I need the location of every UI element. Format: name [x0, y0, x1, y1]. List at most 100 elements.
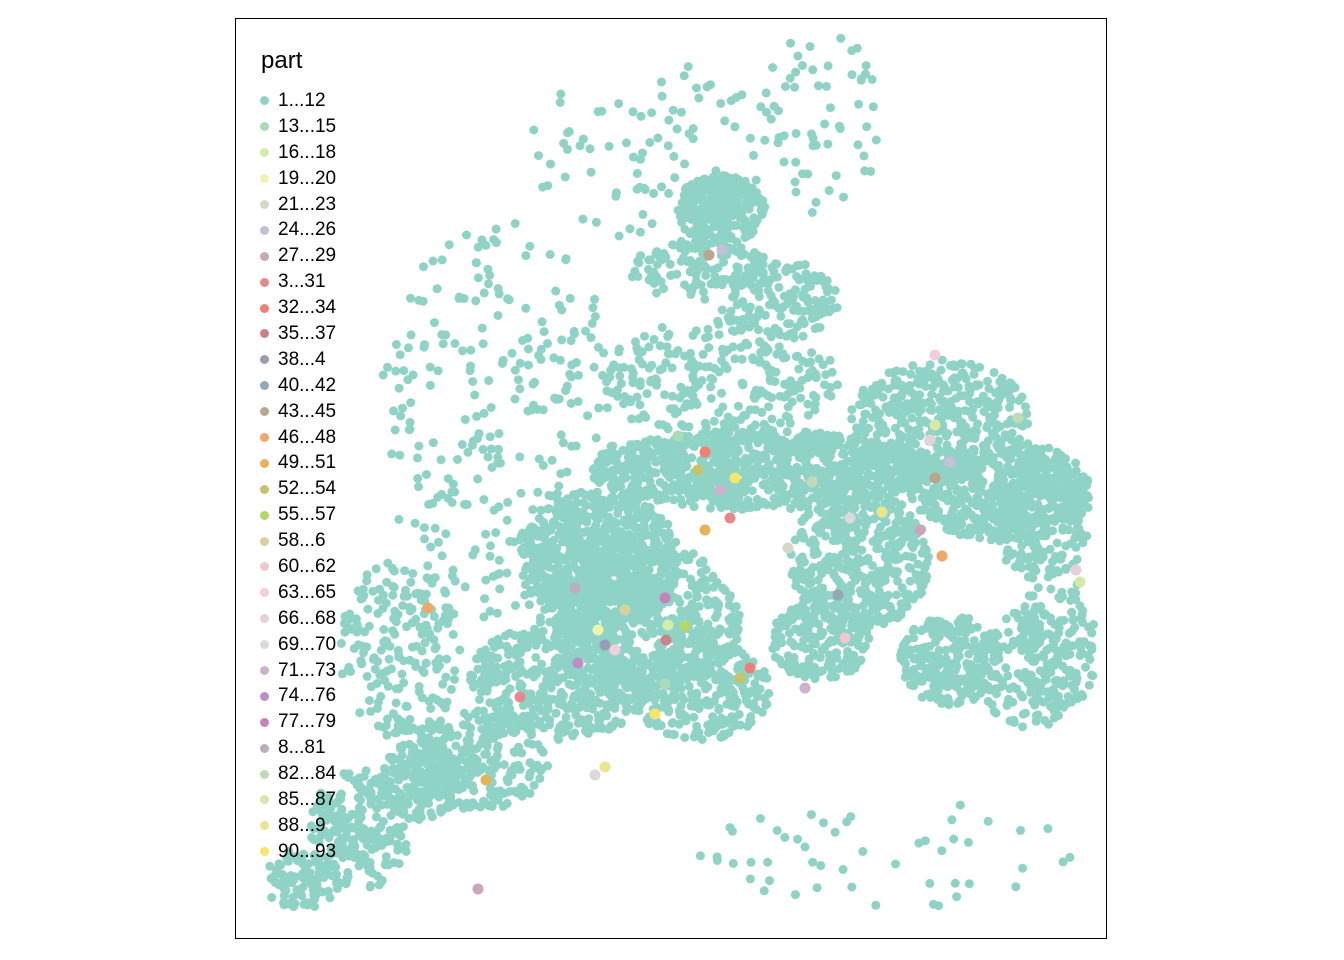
map-point: [866, 399, 876, 408]
map-point: [485, 678, 495, 688]
map-point: [516, 644, 526, 654]
map-point: [977, 525, 986, 535]
map-panel: [235, 18, 1107, 939]
map-point: [916, 581, 926, 591]
map-point: [775, 655, 785, 665]
map-point: [701, 270, 711, 280]
map-point: [811, 639, 820, 649]
map-point: [904, 424, 914, 434]
map-point: [631, 613, 641, 623]
map-point: [675, 243, 685, 253]
map-point: [901, 665, 911, 675]
map-point: [898, 432, 908, 442]
map-point: [845, 499, 855, 509]
map-point: [698, 557, 708, 567]
map-point: [864, 423, 874, 433]
map-point: [587, 652, 597, 662]
map-point: [489, 668, 499, 678]
map-point: [889, 445, 899, 455]
map-point: [553, 653, 563, 663]
map-point: [934, 632, 944, 642]
map-point: [980, 498, 989, 508]
map-point: [836, 462, 846, 472]
map-point: [718, 171, 728, 181]
map-point: [893, 506, 903, 516]
map-point: [879, 619, 889, 629]
map-point: [810, 674, 820, 684]
map-point: [650, 573, 659, 583]
map-point: [620, 587, 630, 597]
map-point: [545, 617, 555, 627]
map-point: [961, 491, 971, 501]
map-point: [729, 292, 739, 302]
map-point: [616, 620, 626, 630]
map-point: [475, 695, 484, 705]
map-point: [841, 538, 851, 548]
map-point: [943, 386, 953, 396]
map-point: [768, 295, 778, 305]
map-point: [731, 628, 741, 638]
map-point: [1013, 442, 1023, 451]
map-point: [1007, 380, 1017, 390]
map-point: [662, 557, 672, 567]
map-point: [968, 643, 978, 652]
map-point: [534, 588, 544, 598]
map-point: [600, 708, 610, 717]
map-point: [824, 650, 834, 660]
map-point: [803, 297, 813, 307]
map-point: [797, 447, 807, 456]
map-point: [936, 365, 946, 375]
map-point: [701, 486, 711, 496]
map-point: [752, 494, 762, 504]
map-point: [810, 324, 820, 334]
map-point: [551, 708, 561, 718]
map-point: [791, 479, 801, 489]
map-point: [680, 224, 690, 234]
map-point: [792, 272, 802, 281]
map-point: [501, 669, 511, 679]
map-point: [646, 594, 655, 604]
map-point: [628, 538, 638, 547]
map-point: [941, 399, 951, 409]
map-point: [894, 398, 904, 408]
map-point: [753, 250, 763, 260]
map-point: [672, 557, 682, 567]
map-point: [803, 276, 812, 286]
map-point: [939, 670, 949, 679]
map-point: [516, 636, 526, 646]
map-point: [823, 661, 833, 671]
map-point: [911, 439, 920, 449]
map-point: [829, 618, 839, 628]
map-point: [961, 504, 971, 514]
map-point: [814, 505, 824, 515]
map-point: [651, 547, 661, 557]
map-point: [906, 552, 916, 562]
map-point: [632, 674, 642, 684]
map-point: [595, 478, 604, 487]
map-point: [591, 695, 601, 705]
map-point: [916, 672, 925, 682]
map-point: [694, 601, 704, 611]
map-point: [1037, 444, 1047, 454]
map-point: [681, 486, 691, 495]
map-point: [879, 574, 889, 584]
map-point: [957, 519, 967, 529]
map-point: [616, 719, 626, 729]
map-point: [675, 477, 685, 487]
map-point: [763, 443, 773, 453]
map-point: [713, 452, 723, 462]
map-point: [912, 378, 922, 388]
map-point: [970, 433, 980, 443]
map-point: [741, 302, 751, 312]
map-point: [705, 503, 715, 513]
map-point: [664, 483, 674, 493]
map-point: [872, 544, 882, 554]
map-point: [851, 576, 860, 585]
map-point: [691, 493, 700, 503]
map-point: [915, 431, 925, 441]
map-point: [792, 496, 802, 505]
map-point: [476, 647, 486, 657]
map-point: [630, 523, 640, 533]
map-point: [750, 217, 760, 227]
map-point: [651, 248, 661, 258]
